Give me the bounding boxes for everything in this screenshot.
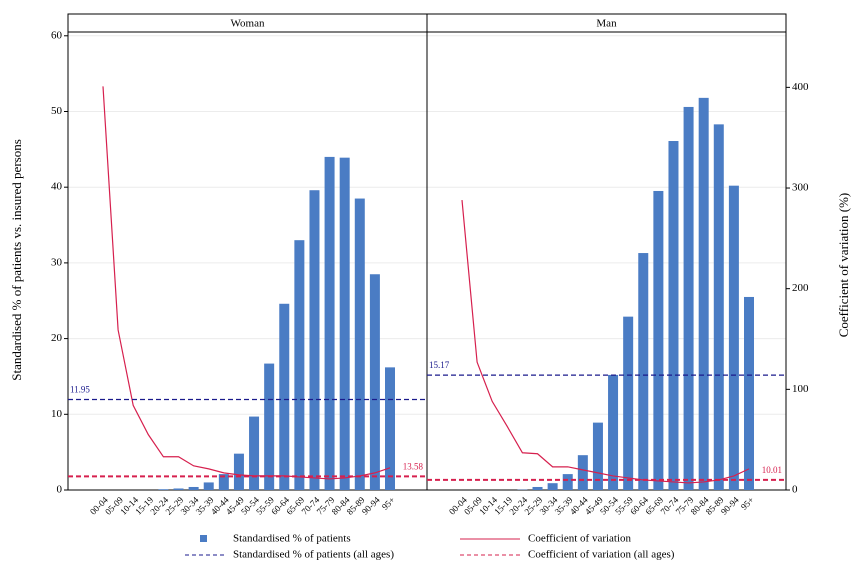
- bar: [188, 486, 199, 490]
- reference-label: 13.58: [403, 461, 424, 471]
- legend-label: Coefficient of variation: [528, 533, 632, 545]
- bar: [385, 367, 395, 490]
- bar: [592, 422, 603, 490]
- line: [461, 200, 750, 484]
- panel-title: Woman: [231, 18, 265, 30]
- bar: [249, 416, 260, 490]
- y2-tick-label: 0: [792, 484, 798, 496]
- bar: [653, 190, 664, 490]
- bar: [547, 483, 558, 490]
- y2-axis-title: Coefficient of variation (%): [836, 193, 851, 338]
- bar: [638, 253, 649, 490]
- bar: [369, 274, 380, 490]
- legend-swatch: [200, 535, 207, 542]
- bar: [279, 303, 290, 490]
- bar: [354, 198, 365, 490]
- legend-label: Coefficient of variation (all ages): [528, 549, 675, 561]
- y2-tick-label: 300: [792, 182, 809, 194]
- bar: [218, 474, 229, 490]
- bar: [683, 106, 694, 490]
- plot-frame: [426, 31, 787, 491]
- y2-tick-label: 400: [792, 81, 809, 93]
- bar: [203, 482, 214, 490]
- bar: [744, 296, 754, 490]
- bar: [309, 190, 320, 490]
- y-tick-label: 0: [57, 484, 63, 496]
- bar: [577, 455, 588, 490]
- bar: [324, 156, 335, 490]
- y-tick-label: 40: [51, 181, 63, 193]
- legend-label: Standardised % of patients (all ages): [233, 549, 394, 561]
- y-axis-title: Standardised % of patients vs. insured p…: [9, 139, 24, 381]
- bar: [294, 240, 305, 490]
- reference-label: 10.01: [762, 465, 782, 475]
- bar: [623, 316, 634, 490]
- panel-title: Man: [596, 18, 617, 30]
- y2-tick-label: 100: [792, 383, 809, 395]
- bar: [562, 474, 573, 490]
- y-tick-label: 10: [51, 408, 63, 420]
- legend-label: Standardised % of patients: [233, 533, 351, 545]
- bar: [173, 488, 184, 490]
- bar: [713, 124, 724, 490]
- reference-label: 11.95: [70, 385, 90, 395]
- y-tick-label: 50: [51, 105, 63, 117]
- bar: [264, 363, 275, 490]
- bar: [728, 185, 739, 490]
- reference-label: 15.17: [429, 360, 450, 370]
- bar: [608, 374, 619, 490]
- bar: [233, 453, 244, 490]
- y2-tick-label: 200: [792, 282, 809, 294]
- bar: [158, 489, 169, 490]
- bar: [532, 486, 543, 490]
- y-tick-label: 20: [51, 332, 63, 344]
- y-tick-label: 60: [51, 29, 63, 41]
- bar: [339, 157, 350, 490]
- bar: [698, 97, 709, 491]
- y-tick-label: 30: [51, 256, 63, 268]
- bar: [668, 141, 679, 490]
